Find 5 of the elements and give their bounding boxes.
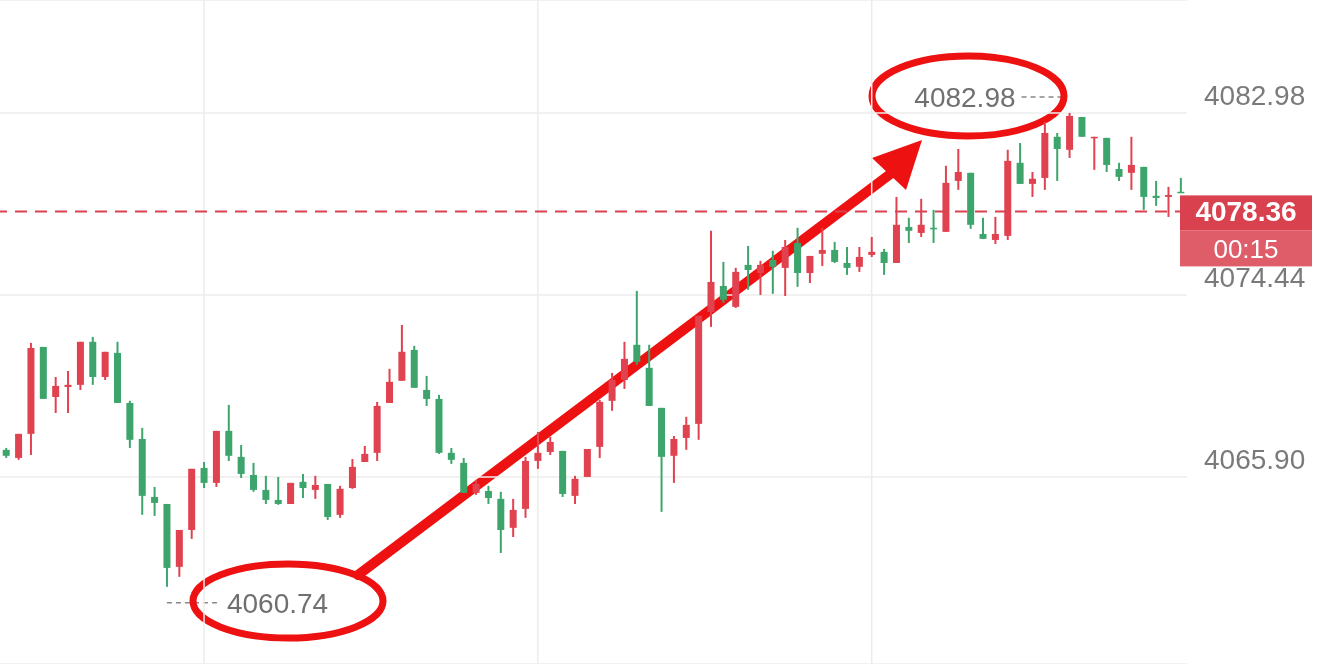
annotation: 4060.74 [226, 587, 329, 619]
y-tick-label: 4082.98 [1204, 79, 1306, 111]
annotation: 4082.98 [914, 81, 1016, 113]
y-tick-label: 4065.90 [1204, 443, 1306, 475]
ref-line-label: 4078.36 [1195, 196, 1297, 228]
